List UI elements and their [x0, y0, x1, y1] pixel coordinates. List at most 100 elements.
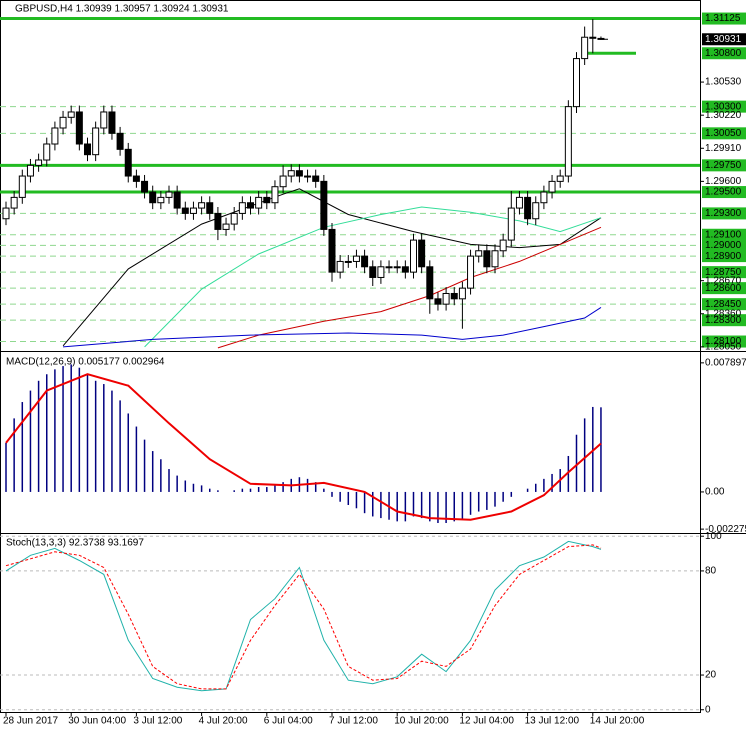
x-tick-label: 13 Jul 12:00 — [525, 716, 580, 727]
candle-body — [43, 143, 51, 161]
y-tick-label: 1.28050 — [705, 342, 742, 353]
candle-body — [467, 255, 475, 289]
candle-body — [320, 180, 328, 230]
y-tick-label: 1.28670 — [705, 275, 742, 286]
price-label: 1.29000 — [705, 240, 742, 251]
moving-average — [144, 206, 602, 348]
y-tick-label: 0.00 — [705, 487, 725, 498]
candle-body — [410, 239, 417, 273]
y-tick-label: 20 — [705, 670, 717, 681]
candle-body — [67, 111, 75, 118]
candle-body — [2, 207, 10, 220]
price-label-box — [702, 33, 746, 46]
candle-body — [92, 127, 100, 156]
candle-body — [214, 212, 222, 230]
y-tick-label: 1.30220 — [705, 110, 742, 121]
moving-average — [63, 306, 602, 348]
candle-body — [385, 266, 393, 269]
candle-body — [556, 175, 564, 182]
x-tick-label: 4 Jul 20:00 — [199, 716, 248, 727]
candle-body — [393, 266, 401, 269]
stoch-line — [5, 544, 602, 690]
candle-body — [515, 196, 523, 209]
y-tick-label: -0.002275 — [705, 524, 746, 535]
x-tick-label: 14 Jul 20:00 — [590, 716, 645, 727]
candle-body — [328, 228, 336, 273]
price-label: 1.28450 — [705, 299, 742, 310]
candle-body — [442, 292, 450, 305]
candle-body — [564, 106, 572, 177]
price-label-box — [702, 47, 746, 60]
candle-body — [548, 180, 556, 193]
candle-body — [287, 170, 295, 177]
price-label-box — [702, 12, 746, 25]
candle-body — [369, 266, 377, 278]
candle-body — [173, 191, 181, 209]
candle-body — [418, 239, 426, 268]
price-label: 1.30800 — [705, 48, 742, 59]
candle-body — [141, 180, 149, 193]
price-label: 1.28900 — [705, 251, 742, 262]
candle-body — [84, 143, 91, 156]
candle-body — [279, 175, 287, 188]
candle-body — [475, 250, 483, 257]
x-tick-label: 3 Jul 12:00 — [133, 716, 182, 727]
stoch-title: Stoch(13,3,3) 92.3738 93.1697 — [6, 538, 144, 549]
candle-body — [108, 111, 116, 134]
candle-body — [230, 212, 238, 225]
candle-body — [507, 207, 515, 241]
candle-body — [132, 175, 140, 182]
stoch-line — [5, 540, 602, 692]
price-label: 1.29100 — [705, 229, 742, 240]
macd-title: MACD(12,26,9) 0.005177 0.002964 — [6, 357, 165, 368]
candle-body — [304, 175, 312, 178]
candle-body — [263, 196, 271, 204]
candle-body — [35, 159, 43, 166]
candle-body — [206, 202, 214, 214]
price-label-box — [702, 250, 746, 263]
y-tick-label: 80 — [705, 566, 717, 577]
x-tick-label: 12 Jul 04:00 — [459, 716, 514, 727]
candle-body — [458, 287, 466, 300]
price-label: 1.30931 — [705, 34, 742, 45]
candle-body — [573, 58, 580, 108]
candle-body — [238, 202, 246, 214]
price-label-box — [702, 228, 746, 241]
candle-body — [271, 186, 279, 204]
price-label-box — [702, 207, 746, 220]
candle-body — [26, 164, 34, 177]
x-tick-label: 6 Jul 04:00 — [264, 716, 313, 727]
price-label: 1.29750 — [705, 160, 742, 171]
candle-body — [255, 196, 263, 209]
candle-body — [116, 132, 124, 150]
price-label-box — [702, 314, 746, 327]
price-label-box — [702, 335, 746, 348]
candle-body — [198, 202, 206, 209]
candle-body — [18, 175, 26, 198]
candle-body — [361, 255, 369, 268]
price-label-box — [702, 282, 746, 295]
candle-body — [51, 127, 59, 145]
y-tick-label: 0.007897 — [705, 357, 746, 368]
chart-title: GBPUSD,H4 1.30939 1.30957 1.30924 1.3093… — [15, 4, 229, 15]
price-label: 1.28600 — [705, 283, 742, 294]
y-tick-label: 1.29910 — [705, 143, 742, 154]
macd-signal — [5, 373, 602, 521]
price-label-box — [702, 186, 746, 199]
x-tick-label: 30 Jun 04:00 — [68, 716, 126, 727]
candle-body — [426, 266, 434, 300]
candle-body — [581, 36, 589, 60]
candle-body — [434, 298, 442, 305]
x-tick-label: 28 Jun 2017 — [3, 716, 58, 727]
candle-body — [344, 260, 352, 263]
price-label: 1.28100 — [705, 336, 742, 347]
price-label: 1.28300 — [705, 315, 742, 326]
candle-body — [540, 191, 548, 204]
candle-body — [10, 196, 18, 209]
candle-body — [524, 196, 532, 220]
candle-body — [483, 250, 491, 268]
y-tick-label: 1.28360 — [705, 308, 742, 319]
candle-body — [336, 260, 344, 273]
price-label-box — [702, 239, 746, 252]
candle-body — [181, 207, 189, 214]
